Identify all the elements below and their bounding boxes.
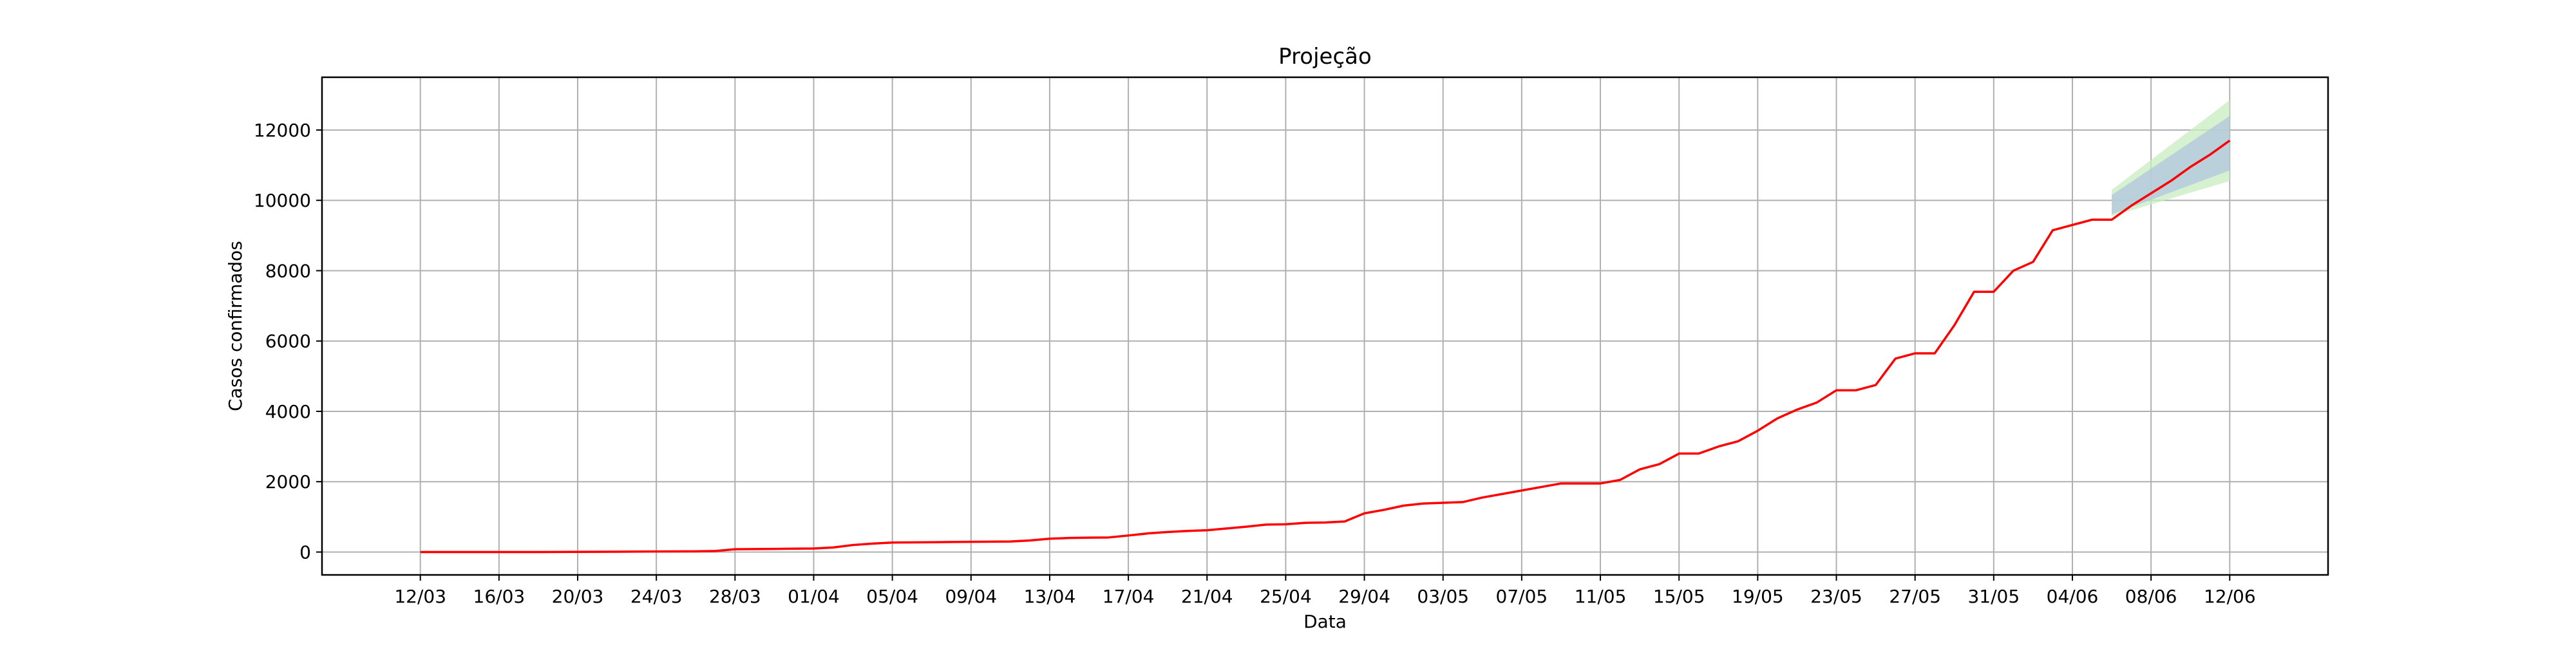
line-layer	[420, 139, 2231, 554]
y-tick-label: 10000	[254, 190, 311, 211]
x-tick-label: 04/06	[2047, 586, 2099, 607]
x-tick-label: 12/06	[2204, 586, 2256, 607]
x-tick-label: 21/04	[1181, 586, 1233, 607]
x-tick-label: 23/05	[1810, 586, 1862, 607]
y-tick-label: 2000	[265, 471, 311, 492]
x-tick-label: 27/05	[1889, 586, 1941, 607]
x-tick-label: 12/03	[394, 586, 446, 607]
x-tick-label: 29/04	[1338, 586, 1390, 607]
x-tick-label: 16/03	[473, 586, 526, 607]
x-tick-label: 19/05	[1732, 586, 1784, 607]
x-tick-label: 31/05	[1967, 586, 2020, 607]
grid-layer	[322, 77, 2328, 575]
tick-layer: 12/03 16/03 20/03 24/03 28/03 01/04 05/04 09/04…	[254, 120, 2256, 607]
y-tick-label: 4000	[265, 401, 311, 422]
x-tick-label: 03/05	[1417, 586, 1469, 607]
x-tick-label: 08/06	[2125, 586, 2177, 607]
y-axis-label: Casos confirmados	[225, 241, 246, 411]
x-tick-label: 20/03	[552, 586, 604, 607]
series-line	[420, 139, 2231, 554]
y-tick-label: 6000	[265, 331, 311, 352]
chart-title: Projeção	[1278, 44, 1372, 70]
x-tick-label: 09/04	[945, 586, 997, 607]
y-tick-label: 0	[299, 541, 311, 563]
x-tick-label: 11/05	[1575, 586, 1627, 607]
y-tick-label: 8000	[265, 260, 311, 281]
x-tick-label: 25/04	[1260, 586, 1312, 607]
projection-band-inner	[2112, 116, 2230, 215]
x-tick-label: 13/04	[1024, 586, 1076, 607]
y-tick-label: 12000	[254, 120, 311, 141]
x-tick-label: 05/04	[866, 586, 918, 607]
x-tick-label: 01/04	[788, 586, 840, 607]
x-tick-label: 24/03	[630, 586, 683, 607]
x-axis-label: Data	[1303, 611, 1347, 632]
x-tick-label: 07/05	[1496, 586, 1548, 607]
x-tick-label: 15/05	[1653, 586, 1705, 607]
x-tick-label: 28/03	[709, 586, 761, 607]
plot-frame	[321, 76, 2329, 576]
band-layer	[2112, 100, 2230, 216]
x-tick-label: 17/04	[1103, 586, 1155, 607]
